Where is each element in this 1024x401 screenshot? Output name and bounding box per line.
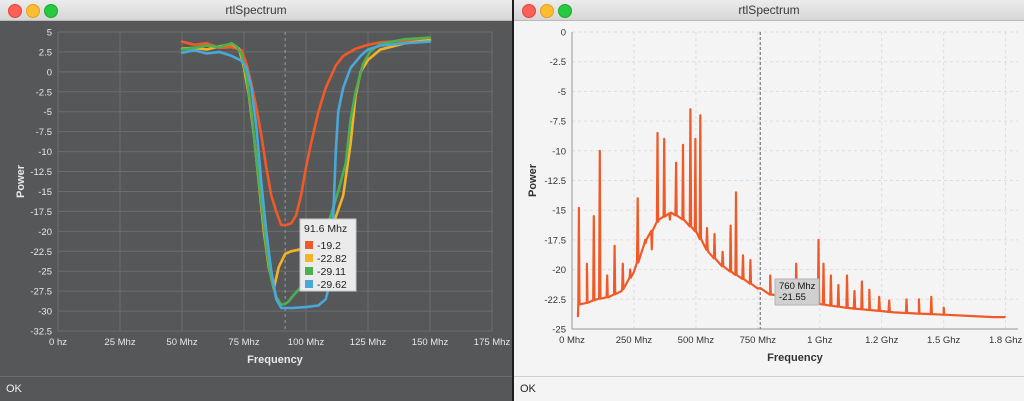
y-tick-label: -32.5 bbox=[30, 327, 52, 338]
tooltip-value: -21.55 bbox=[779, 292, 806, 303]
y-tick-label: -10 bbox=[552, 146, 566, 157]
status-bar: OK bbox=[514, 376, 1024, 401]
x-tick-label: 1.8 Ghz bbox=[989, 335, 1023, 346]
y-tick-label: -17.5 bbox=[30, 207, 52, 218]
y-tick-label: -2.5 bbox=[550, 57, 566, 68]
tooltip-swatch bbox=[305, 241, 313, 249]
series-line-4 bbox=[180, 40, 432, 310]
y-tick-label: -25 bbox=[552, 325, 566, 336]
tooltip-box bbox=[774, 278, 820, 306]
tooltip-swatch bbox=[305, 267, 313, 275]
zoom-button[interactable] bbox=[558, 4, 572, 18]
tooltip: 760 Mhz-21.55 bbox=[774, 278, 820, 306]
y-tick-label: 2.5 bbox=[39, 47, 52, 58]
close-button[interactable] bbox=[522, 4, 536, 18]
minimize-button[interactable] bbox=[540, 4, 554, 18]
close-button[interactable] bbox=[8, 4, 22, 18]
series-line-3 bbox=[180, 36, 432, 307]
y-tick-label: -22.5 bbox=[30, 247, 52, 258]
y-tick-label: -20 bbox=[38, 227, 52, 238]
y-tick-label: -30 bbox=[38, 307, 52, 318]
y-tick-label: 0 bbox=[561, 28, 566, 39]
x-tick-label: 250 Mhz bbox=[616, 335, 653, 346]
y-tick-label: -7.5 bbox=[550, 117, 566, 128]
tooltip-title: 91.6 Mhz bbox=[304, 223, 347, 235]
tooltip-value: 760 Mhz bbox=[779, 281, 816, 292]
x-tick-label: 1 Ghz bbox=[807, 335, 833, 346]
zoom-button[interactable] bbox=[44, 4, 58, 18]
tooltip-value: -29.62 bbox=[317, 279, 347, 291]
x-axis-label: Frequency bbox=[767, 352, 824, 364]
y-axis-label: Power bbox=[15, 164, 27, 198]
x-tick-label: 175 Mhz bbox=[474, 337, 511, 348]
x-tick-label: 125 Mhz bbox=[350, 337, 387, 348]
y-tick-label: -15 bbox=[552, 206, 566, 217]
spectrum-chart[interactable]: 0 hz 25 Mhz 50 Mhz 75 Mhz 100 Mhz 125 Mhz 150 … bbox=[0, 21, 512, 375]
x-tick-label: 750 Mhz bbox=[740, 335, 777, 346]
y-tick-label: 5 bbox=[47, 28, 52, 39]
spectrum-window-right: rtlSpectrum 0 Mhz 250 Mhz 500 Mhz 750 Mhz 1 … bbox=[514, 0, 1024, 401]
x-tick-label: 75 Mhz bbox=[228, 337, 259, 348]
title-bar[interactable]: rtlSpectrum bbox=[0, 0, 512, 21]
y-axis-label: Power bbox=[527, 163, 539, 197]
x-tick-label: 500 Mhz bbox=[678, 335, 715, 346]
x-tick-label: 0 Mhz bbox=[559, 335, 585, 346]
tooltip: 91.6 Mhz -19.2-22.82-29.11-29.62 bbox=[299, 218, 357, 292]
tooltip-swatch bbox=[305, 280, 313, 288]
y-tick-label: -2.5 bbox=[36, 87, 52, 98]
x-tick-label: 1.5 Ghz bbox=[927, 335, 961, 346]
y-tick-label: -5 bbox=[558, 87, 566, 98]
x-tick-label: 100 Mhz bbox=[288, 337, 325, 348]
y-tick-label: -15 bbox=[38, 187, 52, 198]
tooltip-swatch bbox=[305, 254, 313, 262]
y-tick-label: 0 bbox=[47, 67, 52, 78]
x-tick-label: 25 Mhz bbox=[104, 337, 135, 348]
y-tick-label: -17.5 bbox=[544, 235, 566, 246]
status-text: OK bbox=[6, 383, 22, 395]
title-bar[interactable]: rtlSpectrum bbox=[514, 0, 1024, 21]
status-text: OK bbox=[520, 383, 536, 395]
y-tick-label: -20 bbox=[552, 265, 566, 276]
tooltip-value: -19.2 bbox=[317, 240, 341, 252]
series-line-1 bbox=[576, 108, 1006, 319]
y-tick-label: -22.5 bbox=[544, 295, 566, 306]
y-tick-label: -10 bbox=[38, 147, 52, 158]
spectrum-window-left: rtlSpectrum 0 hz 25 Mhz 50 Mhz 75 Mhz 100 Mh… bbox=[0, 0, 512, 401]
y-tick-label: -12.5 bbox=[30, 167, 52, 178]
y-tick-label: -5 bbox=[44, 107, 52, 118]
x-tick-label: 1.2 Ghz bbox=[865, 335, 899, 346]
spectrum-chart[interactable]: 0 Mhz 250 Mhz 500 Mhz 750 Mhz 1 Ghz 1.2 Ghz 1.… bbox=[514, 21, 1024, 375]
x-tick-label: 150 Mhz bbox=[412, 337, 449, 348]
tooltip-value: -29.11 bbox=[317, 266, 346, 278]
status-bar: OK bbox=[0, 376, 512, 401]
tooltip-value: -22.82 bbox=[317, 253, 347, 265]
x-axis-label: Frequency bbox=[247, 354, 304, 366]
window-title: rtlSpectrum bbox=[225, 3, 287, 17]
x-tick-label: 0 hz bbox=[49, 337, 67, 348]
x-tick-label: 50 Mhz bbox=[166, 337, 197, 348]
y-tick-label: -7.5 bbox=[36, 127, 52, 138]
minimize-button[interactable] bbox=[26, 4, 40, 18]
y-tick-label: -12.5 bbox=[544, 176, 566, 187]
window-title: rtlSpectrum bbox=[738, 3, 800, 17]
y-tick-label: -25 bbox=[38, 267, 52, 278]
y-tick-label: -27.5 bbox=[30, 287, 52, 298]
